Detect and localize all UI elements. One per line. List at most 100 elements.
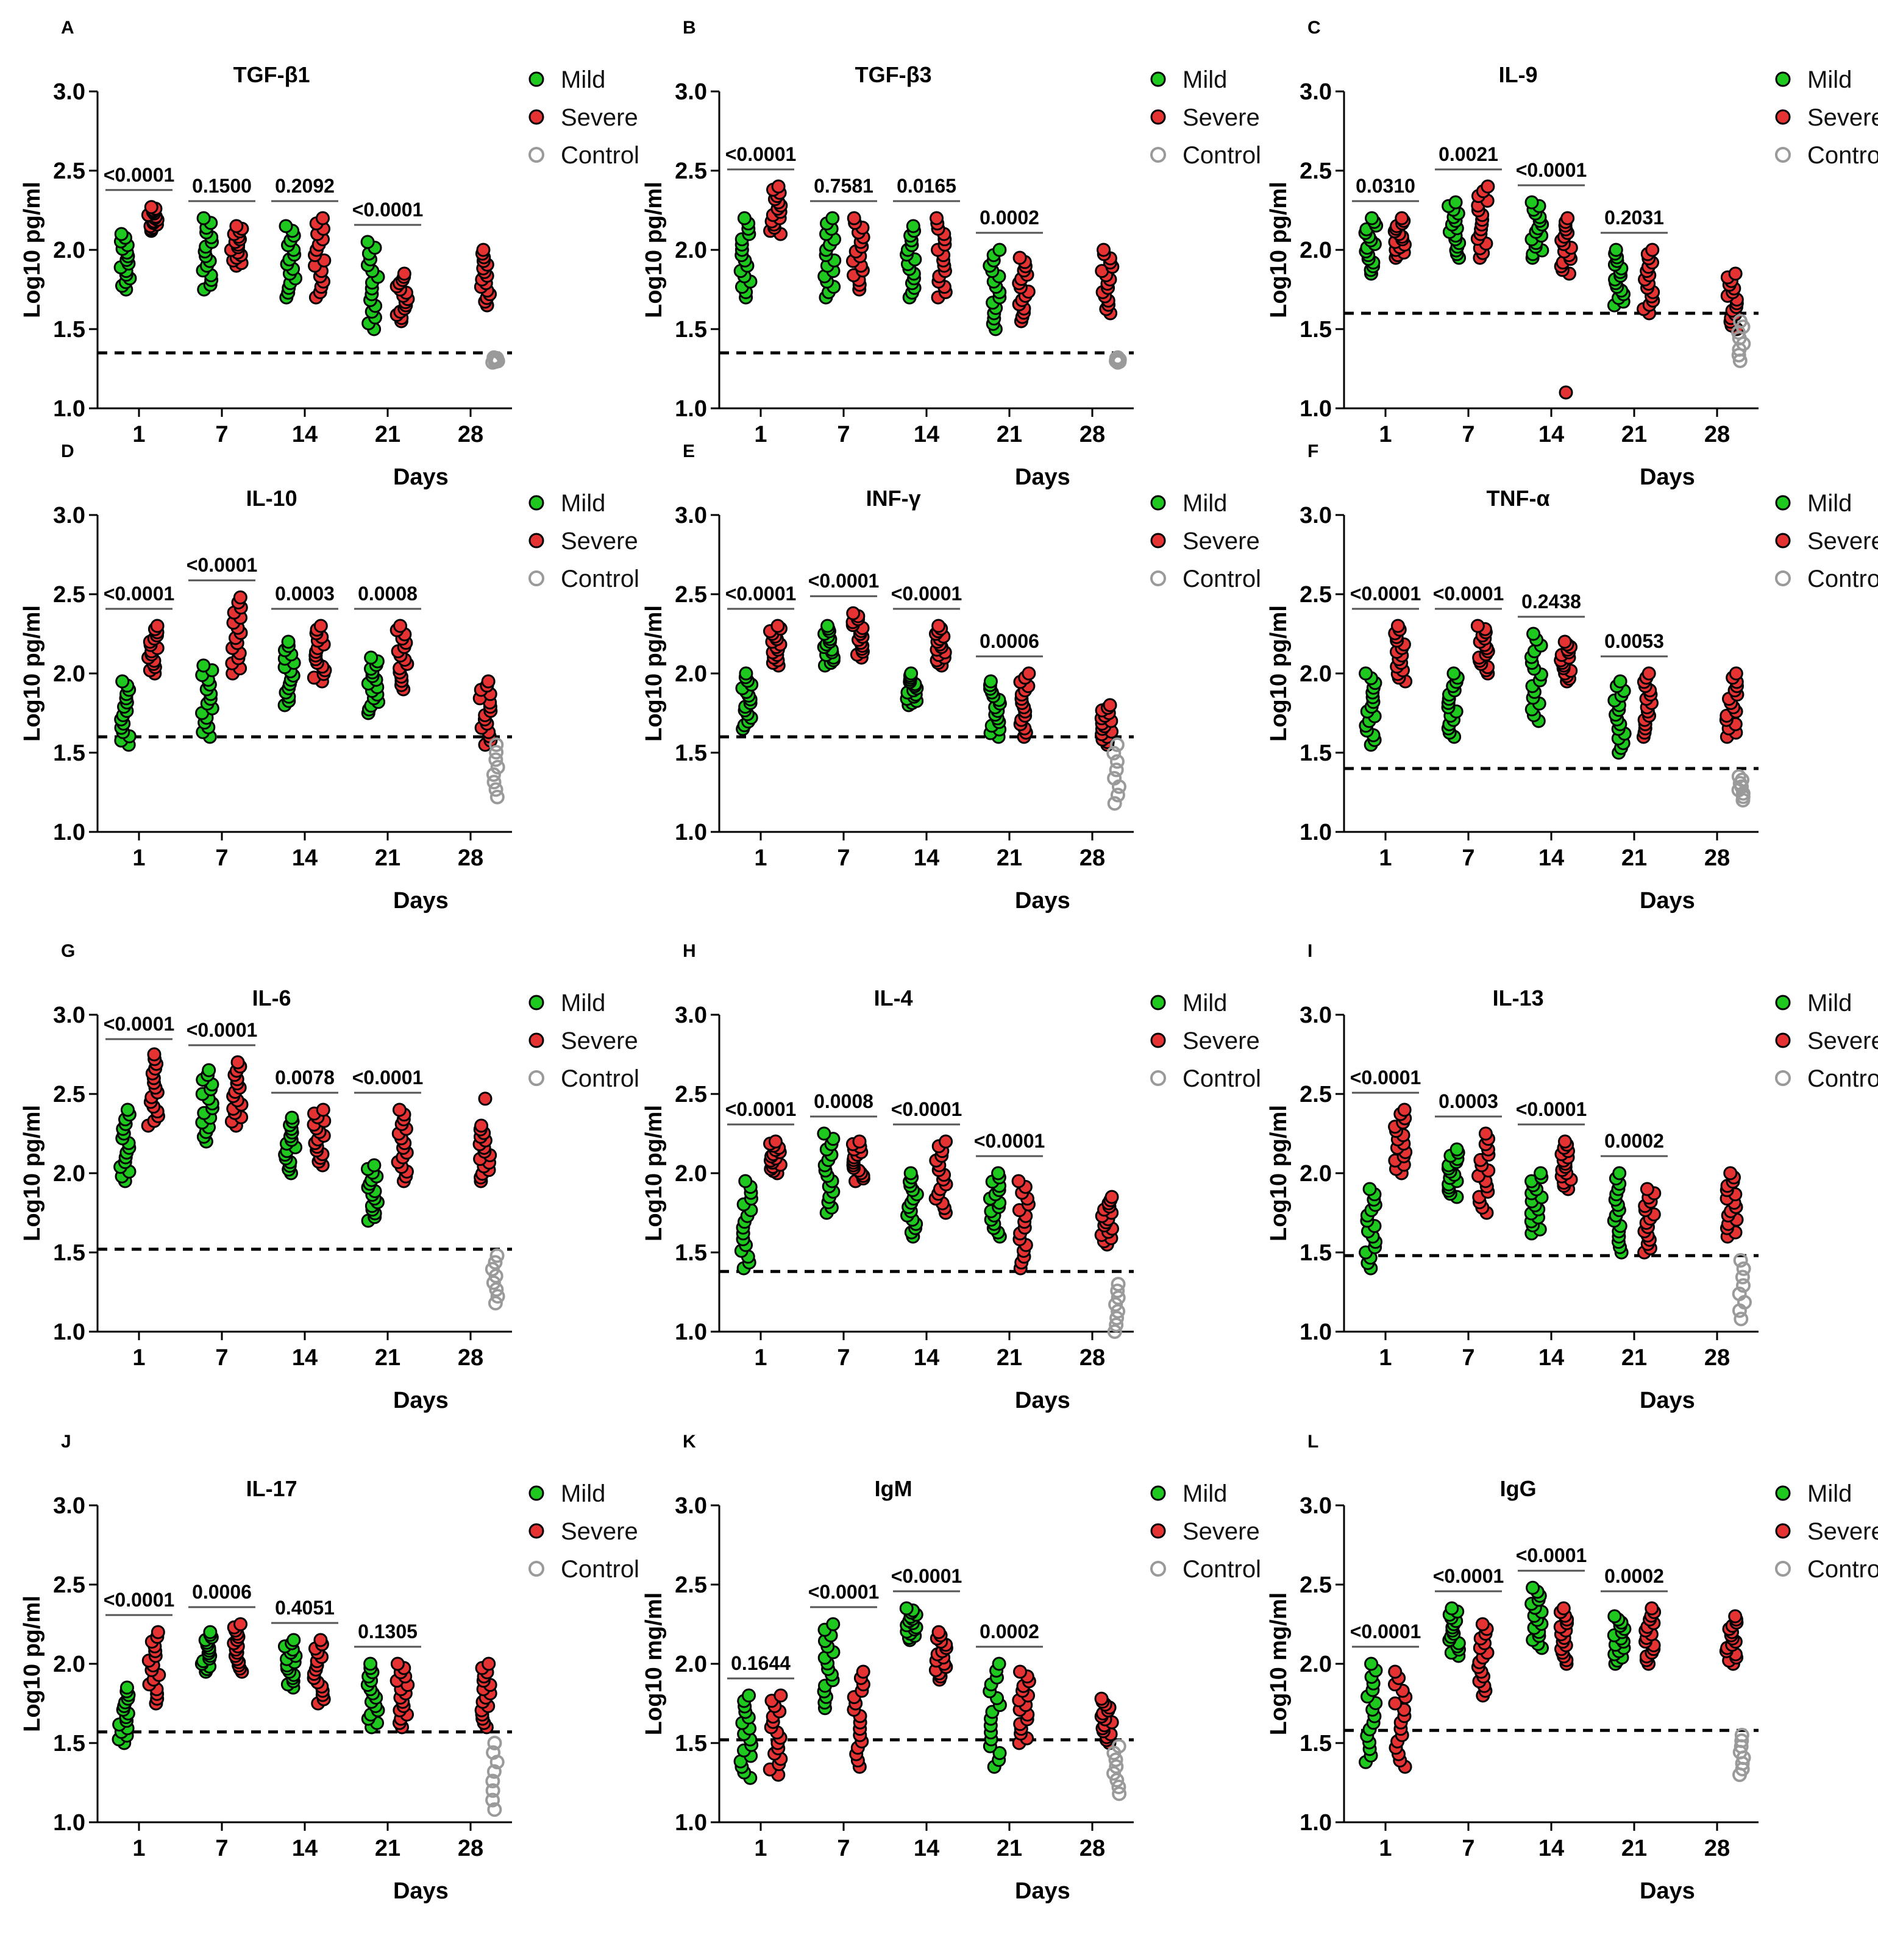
panel-e-control-point (1106, 745, 1122, 761)
panel-d: D IL-10 1.0 1.5 2.0 2.5 3.0 1 7 14 21 28 Log10 pg/ml… (20, 441, 639, 914)
panel-a-p-value: 0.2092 (275, 175, 335, 197)
panel-k-control-point (1106, 1766, 1122, 1781)
panel-k-x-tick-label: 7 (837, 1836, 850, 1861)
panel-a-control-point (486, 350, 502, 365)
panel-i-control-point (1736, 1261, 1751, 1276)
panel-j-control-point (487, 1736, 502, 1750)
panel-e-mild-point (904, 666, 919, 681)
panel-g-x-tick-label: 21 (375, 1345, 400, 1371)
panel-f-x-tick-label: 1 (1379, 845, 1392, 871)
panel-e-control-point (1110, 787, 1125, 803)
panel-d-severe-point (150, 619, 165, 633)
panel-k-control-point (1109, 1759, 1124, 1774)
panel-d-control-point (489, 745, 504, 760)
panel-i-x-tick-label: 14 (1538, 1345, 1564, 1371)
panel-j-control-point (485, 1774, 500, 1789)
panel-f-y-axis-label: Log10 pg/ml (1266, 605, 1292, 742)
panel-e-x-axis-label: Days (1015, 888, 1070, 914)
panel-a-mild-point (114, 227, 129, 241)
panel-j-control-point (487, 1802, 502, 1817)
panel-f-title: TNF-α (1487, 486, 1550, 511)
panel-g-title: IL-6 (252, 985, 291, 1010)
panel-g-legend-label-mild: Mild (561, 990, 605, 1017)
panel-b-x-tick-label: 21 (997, 422, 1022, 447)
panel-d-y-tick-label: 3.0 (53, 503, 85, 528)
panel-e-p-value: <0.0001 (808, 570, 880, 592)
panel-k-mild-point (899, 1601, 914, 1616)
panel-j-severe-point (390, 1656, 405, 1671)
panel-i-mild-point (1612, 1166, 1627, 1181)
panel-h-legend-marker-control (1150, 1070, 1166, 1086)
panel-k-control-point (1109, 1772, 1125, 1788)
panel-j-y-tick-label: 2.5 (53, 1572, 85, 1598)
panel-d-mild-point (196, 658, 211, 673)
panel-g-y-tick-label: 2.5 (53, 1082, 85, 1107)
panel-k-legend-marker-mild (1150, 1485, 1166, 1501)
panel-f-y-tick-label: 2.5 (1300, 582, 1332, 608)
panel-b-legend-marker-control (1150, 147, 1166, 163)
panel-h-legend-label-mild: Mild (1183, 990, 1227, 1017)
panel-c-x-tick-label: 1 (1379, 422, 1392, 447)
panel-b-y-tick-label: 1.0 (675, 396, 707, 422)
panel-a-x-tick-label: 28 (458, 422, 483, 447)
panel-a-legend-marker-severe (528, 109, 544, 125)
panel-g-x-tick-label: 1 (132, 1345, 145, 1371)
panel-l-mild-point (1364, 1656, 1379, 1671)
panel-a-mild-point (279, 219, 293, 233)
panel-f-mild-point (1446, 666, 1461, 681)
panel-g-control-point (485, 1262, 500, 1277)
panel-h-mild-point (903, 1166, 918, 1181)
panel-g: G IL-6 1.0 1.5 2.0 2.5 3.0 1 7 14 21 28 Log10 pg/ml D… (20, 941, 639, 1413)
panel-a-severe-point (397, 266, 411, 281)
panel-l-y-tick-label: 1.0 (1300, 1810, 1332, 1836)
panel-k-legend-label-mild: Mild (1183, 1480, 1227, 1507)
panel-j-x-tick-label: 1 (132, 1836, 145, 1861)
panel-a-x-axis-label: Days (393, 464, 449, 490)
panel-f-x-axis-label: Days (1640, 888, 1695, 914)
panel-h-x-tick-label: 21 (997, 1345, 1022, 1371)
panel-g-legend-label-severe: Severe (561, 1028, 638, 1054)
panel-j-legend-label-control: Control (561, 1556, 639, 1583)
panel-j-severe-point (313, 1633, 328, 1647)
panel-b-p-value: 0.0165 (897, 175, 956, 197)
panel-c-mild-point (1524, 195, 1539, 210)
panel-d-control-point (489, 737, 504, 752)
panel-e-control-point (1109, 754, 1125, 769)
panel-g-severe-point (478, 1092, 493, 1106)
panel-h-p-value: <0.0001 (974, 1130, 1045, 1152)
panel-g-mild-point (202, 1063, 216, 1078)
panel-f-mild-point (1359, 666, 1373, 681)
panel-f-mild-point (1613, 674, 1627, 689)
panel-l-p-value: <0.0001 (1433, 1565, 1504, 1587)
panel-i-legend-label-mild: Mild (1807, 990, 1852, 1017)
panel-j-p-value: <0.0001 (104, 1589, 175, 1611)
panel-h-control-point (1110, 1284, 1125, 1299)
panel-i-legend-label-control: Control (1807, 1065, 1878, 1092)
panel-j-p-value: 0.4051 (275, 1597, 335, 1619)
panel-l-y-tick-label: 3.0 (1300, 1493, 1332, 1519)
panel-f-severe-point (1641, 666, 1656, 681)
panel-i-p-value: 0.0002 (1604, 1130, 1664, 1152)
panel-c-severe-point (1728, 266, 1743, 281)
panel-b-severe-point (1012, 250, 1027, 265)
panel-e-x-tick-label: 14 (914, 845, 939, 871)
panel-e-severe-point (770, 619, 785, 633)
panel-e-control-point (1107, 770, 1122, 786)
panel-d-severe-point (393, 619, 408, 633)
panel-e-legend-marker-control (1150, 570, 1166, 586)
panel-h-control-point (1108, 1297, 1123, 1312)
panel-b-mild-point (906, 219, 920, 233)
panel-k-control-point (1108, 1752, 1123, 1767)
panel-k-control-point (1111, 1780, 1126, 1795)
panel-i-p-value: 0.0003 (1439, 1090, 1498, 1112)
panel-j-p-value: 0.0006 (192, 1581, 252, 1603)
panel-i-legend-marker-control (1775, 1070, 1791, 1086)
panel-k-control-point (1112, 1786, 1127, 1802)
panel-e-control-point (1107, 796, 1122, 811)
panel-i-legend-marker-severe (1775, 1032, 1791, 1048)
panel-g-mild-point (120, 1102, 135, 1117)
panel-l-p-value: 0.0002 (1604, 1565, 1664, 1587)
panel-d-legend-marker-severe (528, 533, 544, 549)
panel-k-x-axis-label: Days (1015, 1878, 1070, 1904)
panel-k-severe-point (931, 1625, 946, 1639)
